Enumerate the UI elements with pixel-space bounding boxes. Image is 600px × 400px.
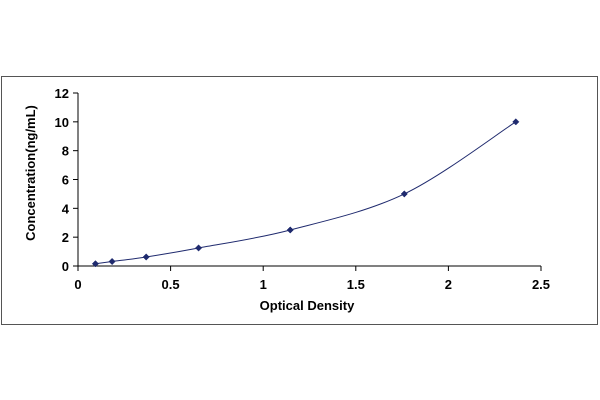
- x-tick-label: 2.5: [532, 277, 550, 292]
- y-axis-title: Concentration(ng/mL): [23, 105, 38, 241]
- data-point: [91, 260, 99, 268]
- data-point: [400, 190, 408, 198]
- y-tick-label: 10: [55, 115, 69, 130]
- plot-area: 0 2 4 6 8 10 12 0 0.5 1 1.5 2 2.5: [55, 86, 551, 292]
- x-tick-label: 2: [445, 277, 452, 292]
- y-tick-label: 2: [62, 230, 69, 245]
- data-point: [108, 257, 116, 266]
- data-point: [195, 244, 203, 252]
- y-tick-label: 8: [62, 144, 69, 159]
- y-tick-label: 6: [62, 173, 69, 188]
- y-tick-label: 12: [55, 86, 69, 101]
- y-tick-label: 0: [62, 259, 69, 274]
- chart-border: [1, 76, 598, 325]
- data-point: [286, 226, 294, 234]
- data-point: [512, 118, 520, 126]
- data-point: [142, 253, 150, 261]
- y-tick-label: 4: [62, 201, 70, 216]
- x-tick-label: 1: [260, 277, 267, 292]
- x-axis-title: Optical Density: [260, 298, 355, 313]
- x-tick-label: 0.5: [162, 277, 180, 292]
- x-tick-label: 1.5: [347, 277, 365, 292]
- x-tick-label: 0: [74, 277, 81, 292]
